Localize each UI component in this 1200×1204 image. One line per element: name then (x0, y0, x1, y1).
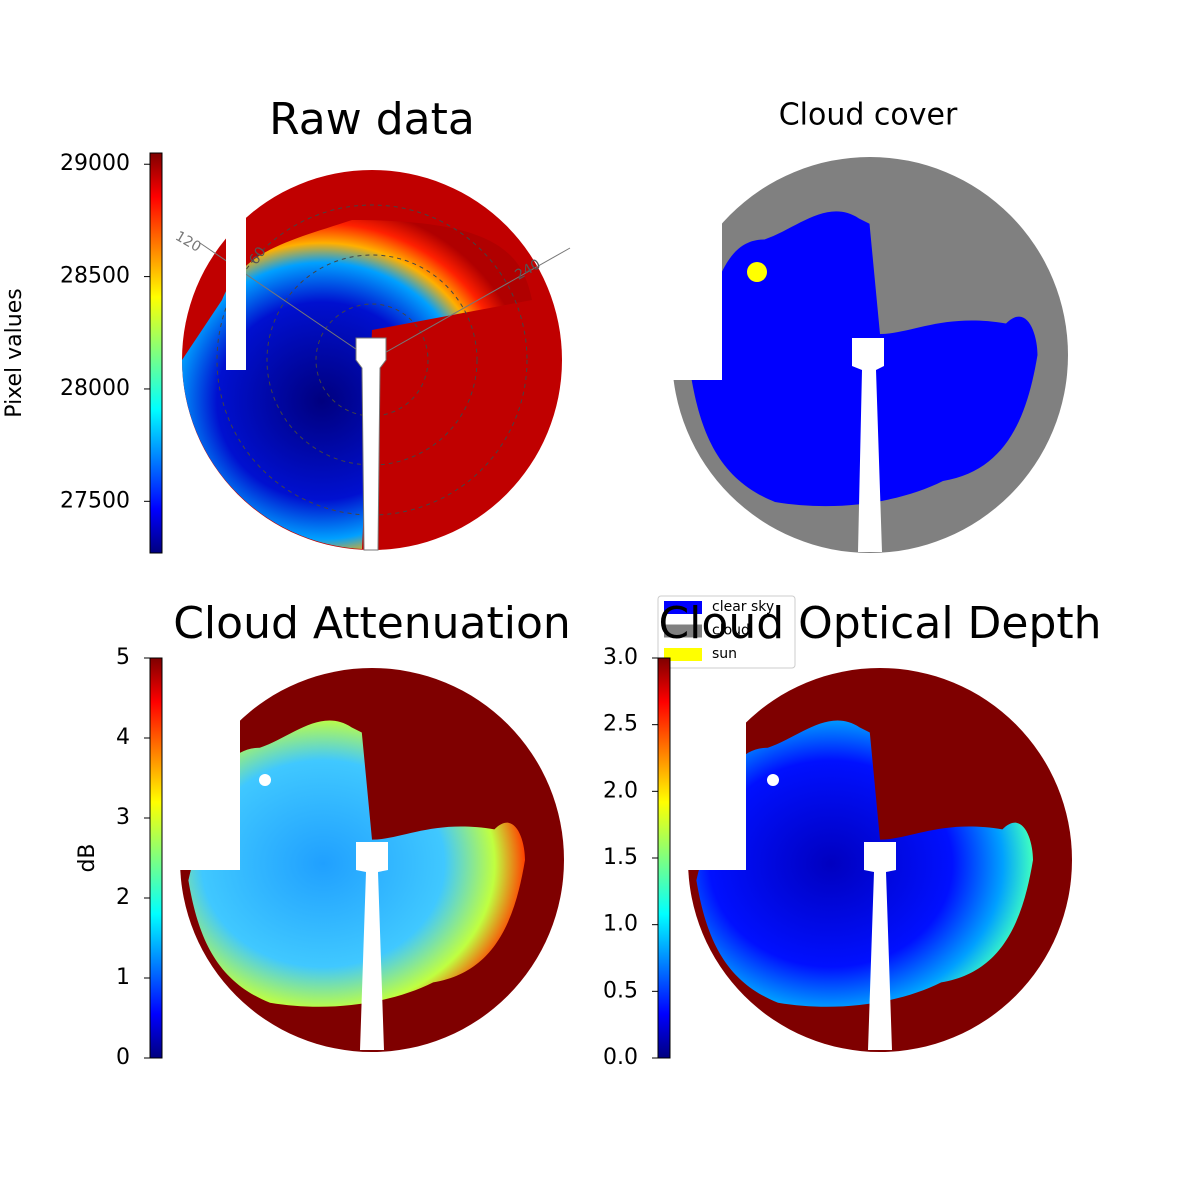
legend-label: cloud (712, 623, 750, 639)
tick-label: 29000 (60, 151, 130, 176)
colorbar-label: Pixel values (2, 288, 27, 417)
mask (686, 670, 746, 870)
sun-mask (259, 774, 271, 786)
sky-image (182, 220, 532, 549)
tick-label: 3 (116, 805, 130, 830)
tick-label: 28000 (60, 376, 130, 401)
attenuation-panel: Cloud Attenuation dB (75, 598, 571, 1052)
tick-label: 1.0 (603, 912, 638, 937)
sun-marker (747, 262, 767, 282)
tick-label: 0 (116, 1045, 130, 1070)
sun-mask (767, 774, 779, 786)
legend-label: sun (712, 646, 737, 662)
panel-title: Cloud Attenuation (173, 598, 571, 649)
mast-mask (852, 338, 884, 552)
colorbar (149, 152, 163, 554)
mast-mask (864, 842, 896, 1050)
azimuth-line (371, 247, 571, 361)
legend-label: clear sky (712, 599, 774, 615)
tick-label: 5 (116, 645, 130, 670)
tick-label: 2 (116, 885, 130, 910)
tick-label: 2.5 (603, 712, 638, 737)
tick-label: 28500 (60, 264, 130, 289)
tick-label: 4 (116, 725, 130, 750)
colorbar-label: dB (75, 843, 100, 872)
tick-label: 0.5 (603, 978, 638, 1003)
tick-label: 2.0 (603, 778, 638, 803)
cloud-cover-panel: Cloud cover clear sky cloud sun (657, 98, 1068, 669)
legend-swatch (664, 624, 702, 638)
zenith-circle (266, 254, 478, 466)
mast-mask (355, 337, 387, 551)
tick-label: 0.0 (603, 1045, 638, 1070)
colorbar (657, 657, 671, 1059)
legend: clear sky cloud sun (657, 595, 796, 669)
mast-mask (356, 842, 388, 1050)
tick-label: 1.5 (603, 845, 638, 870)
panel-title: Cloud cover (779, 98, 958, 133)
legend-swatch (664, 601, 702, 614)
tick-label: 1 (116, 965, 130, 990)
zenith-circle (315, 303, 429, 417)
mask (226, 170, 246, 370)
raw-panel: Raw data Pixel values 120 60 240 (2, 94, 571, 551)
angle-label: 120 (172, 228, 203, 255)
tick-label: 27500 (60, 488, 130, 513)
panel-title: Raw data (269, 94, 475, 145)
optical-depth-panel: Cloud Optical Depth (658, 598, 1102, 1052)
mask (180, 670, 240, 870)
mask (672, 150, 722, 380)
panel-title: Cloud Optical Depth (658, 598, 1101, 649)
tick-label: 3.0 (603, 645, 638, 670)
colorbar (149, 657, 163, 1059)
legend-swatch (664, 648, 702, 661)
